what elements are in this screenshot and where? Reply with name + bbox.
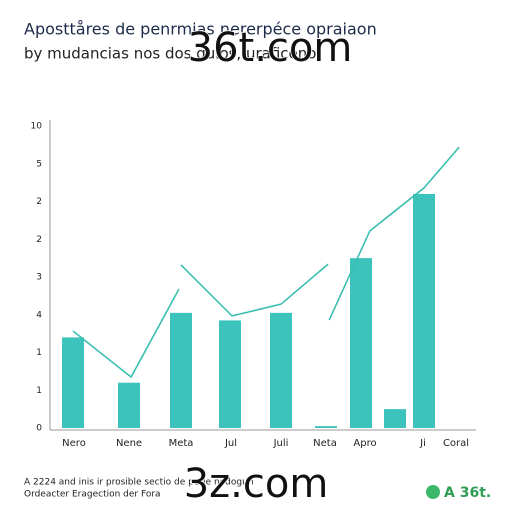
y-tick-label: 2	[36, 235, 42, 245]
bar	[384, 409, 406, 428]
line	[72, 146, 460, 379]
x-tick-label: Nero	[62, 438, 86, 449]
bar	[315, 426, 337, 428]
bar	[219, 320, 241, 428]
x-tick-label: Meta	[169, 438, 194, 449]
x-tick-label: Apro	[353, 438, 376, 449]
y-tick-label: 1	[36, 386, 42, 396]
chart-title: Aposttåres de penrmias nererpéce opraiao…	[24, 20, 377, 39]
bar	[170, 312, 192, 428]
y-tick-label: 10	[31, 122, 43, 132]
footer-line: A 2224 and inis ir prosible sectio de pe…	[24, 478, 254, 488]
bar	[62, 337, 84, 428]
watermark: 3z.com	[184, 461, 329, 507]
y-tick-label: 3	[36, 273, 42, 283]
x-tick-label: Neta	[313, 438, 337, 449]
bar	[118, 382, 140, 428]
watermark: 36t.com	[188, 25, 353, 71]
x-tick-label: Ji	[419, 438, 426, 449]
logo: A 36t.	[444, 485, 491, 501]
y-tick-label: 5	[36, 159, 42, 169]
x-tick-label: Nene	[116, 438, 142, 449]
bar	[350, 258, 372, 428]
y-tick-label: 0	[36, 424, 42, 434]
y-tick-label: 2	[36, 197, 42, 207]
logo-icon	[426, 485, 440, 499]
bar	[413, 193, 435, 428]
y-tick-label: 1	[36, 348, 42, 358]
x-tick-label: Juli	[273, 438, 289, 449]
chart-subtitle: by mudancias nos dos quios, uraficeno	[24, 45, 316, 63]
footer-line: Ordeacter Eragection der Fora	[24, 490, 161, 500]
y-tick-label: 4	[36, 310, 42, 320]
x-tick-label: Coral	[443, 438, 469, 449]
x-tick-label: Jul	[224, 438, 237, 449]
bar	[270, 312, 292, 428]
